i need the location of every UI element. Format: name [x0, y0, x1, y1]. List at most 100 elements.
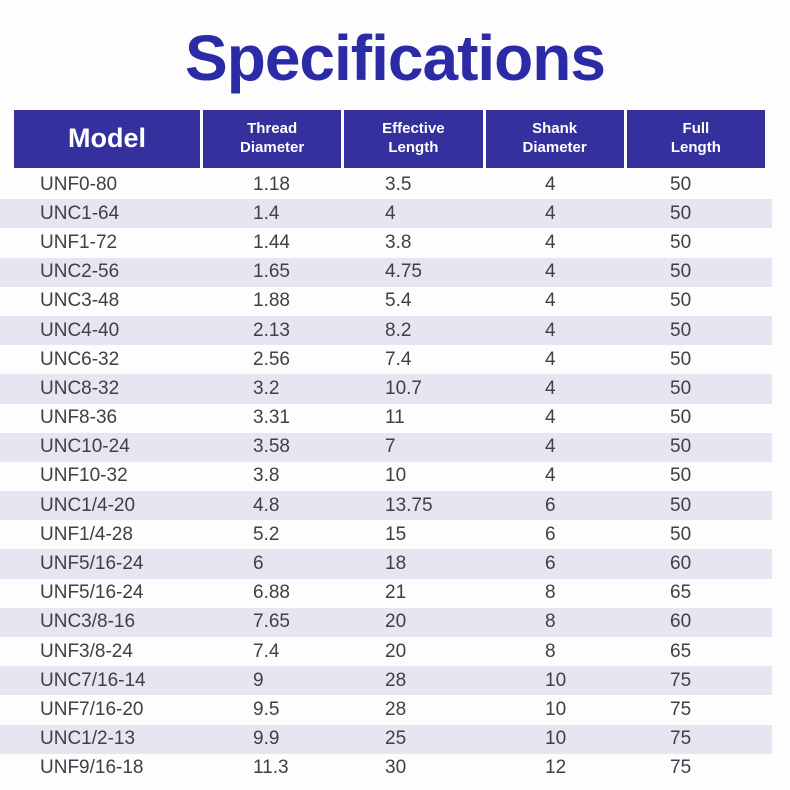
cell-model: UNC8-32 [40, 377, 120, 399]
cell-model: UNF9/16-18 [40, 757, 144, 779]
cell-model: UNF5/16-24 [40, 582, 144, 604]
cell-effective-length: 7.4 [385, 348, 412, 370]
cell-thread-diameter: 1.88 [253, 290, 290, 312]
cell-effective-length: 10 [385, 465, 407, 487]
cell-full-length: 60 [670, 553, 692, 575]
table-row: UNF0-80 1.18 3.5 4 50 [0, 170, 772, 199]
cell-full-length: 60 [670, 611, 692, 633]
column-header-full-length: Full Length [626, 110, 765, 168]
cell-model: UNC7/16-14 [40, 669, 146, 691]
table-row: UNC1-64 1.4 4 4 50 [0, 199, 772, 229]
cell-thread-diameter: 3.31 [253, 407, 290, 429]
cell-effective-length: 8.2 [385, 319, 412, 341]
cell-model: UNC3/8-16 [40, 611, 136, 633]
cell-thread-diameter: 6 [253, 553, 264, 575]
table-row: UNC4-40 2.13 8.2 4 50 [0, 315, 772, 346]
cell-thread-diameter: 6.88 [253, 582, 290, 604]
table-row: UNC2-56 1.65 4.75 4 50 [0, 257, 772, 287]
cell-thread-diameter: 5.2 [253, 523, 280, 545]
cell-thread-diameter: 9 [253, 669, 264, 691]
cell-effective-length: 20 [385, 611, 407, 633]
table-row: UNC3-48 1.88 5.4 4 50 [0, 287, 772, 316]
table-row: UNC6-32 2.56 7.4 4 50 [0, 345, 772, 374]
cell-shank-diameter: 4 [545, 407, 556, 429]
cell-thread-diameter: 7.4 [253, 640, 280, 662]
cell-full-length: 50 [670, 202, 692, 224]
cell-effective-length: 13.75 [385, 494, 433, 516]
cell-effective-length: 3.5 [385, 173, 412, 195]
cell-thread-diameter: 1.44 [253, 231, 290, 253]
cell-model: UNC4-40 [40, 319, 120, 341]
cell-shank-diameter: 4 [545, 436, 556, 458]
cell-shank-diameter: 10 [545, 728, 567, 750]
cell-thread-diameter: 9.9 [253, 728, 280, 750]
cell-shank-diameter: 6 [545, 494, 556, 516]
cell-model: UNF10-32 [40, 465, 128, 487]
cell-model: UNC3-48 [40, 290, 120, 312]
cell-model: UNF5/16-24 [40, 553, 144, 575]
table-row: UNC3/8-16 7.65 20 8 60 [0, 607, 772, 637]
column-header-shank-diameter: Shank Diameter [485, 110, 624, 168]
cell-full-length: 50 [670, 231, 692, 253]
cell-full-length: 50 [670, 377, 692, 399]
cell-model: UNF8-36 [40, 407, 118, 429]
table-header-row: Model Thread Diameter Effective Length S… [14, 110, 765, 168]
cell-shank-diameter: 4 [545, 348, 556, 370]
cell-thread-diameter: 3.58 [253, 436, 290, 458]
cell-full-length: 50 [670, 494, 692, 516]
cell-model: UNC10-24 [40, 436, 130, 458]
table-row: UNC7/16-14 9 28 10 75 [0, 666, 772, 696]
cell-full-length: 65 [670, 640, 692, 662]
cell-full-length: 50 [670, 173, 692, 195]
cell-model: UNC2-56 [40, 261, 120, 283]
cell-effective-length: 11 [385, 407, 405, 429]
cell-model: UNC1/4-20 [40, 494, 136, 516]
cell-shank-diameter: 4 [545, 231, 556, 253]
cell-effective-length: 28 [385, 698, 407, 720]
cell-shank-diameter: 4 [545, 319, 556, 341]
cell-full-length: 50 [670, 407, 692, 429]
cell-shank-diameter: 6 [545, 523, 556, 545]
cell-thread-diameter: 3.8 [253, 465, 280, 487]
cell-thread-diameter: 11.3 [253, 757, 289, 779]
column-header-model: Model [14, 110, 200, 168]
cell-model: UNF0-80 [40, 173, 118, 195]
cell-shank-diameter: 8 [545, 611, 556, 633]
table-row: UNF1/4-28 5.2 15 6 50 [0, 520, 772, 549]
cell-thread-diameter: 1.4 [253, 202, 280, 224]
table-row: UNC8-32 3.2 10.7 4 50 [0, 374, 772, 404]
cell-thread-diameter: 3.2 [253, 377, 280, 399]
cell-shank-diameter: 4 [545, 465, 556, 487]
table-row: UNC10-24 3.58 7 4 50 [0, 432, 772, 462]
column-header-effective-length: Effective Length [344, 110, 483, 168]
cell-effective-length: 5.4 [385, 290, 412, 312]
cell-effective-length: 28 [385, 669, 407, 691]
table-body: UNF0-80 1.18 3.5 4 50 UNC1-64 1.4 4 4 50… [0, 170, 772, 783]
column-header-thread-diameter: Thread Diameter [203, 110, 342, 168]
cell-full-length: 50 [670, 523, 692, 545]
table-row: UNF10-32 3.8 10 4 50 [0, 462, 772, 491]
cell-effective-length: 7 [385, 436, 396, 458]
cell-shank-diameter: 4 [545, 202, 556, 224]
cell-model: UNF1-72 [40, 231, 118, 253]
cell-effective-length: 10.7 [385, 377, 422, 399]
table-row: UNF5/16-24 6.88 21 8 65 [0, 579, 772, 608]
table-row: UNF5/16-24 6 18 6 60 [0, 549, 772, 579]
table-row: UNC1/4-20 4.8 13.75 6 50 [0, 491, 772, 521]
cell-effective-length: 21 [385, 582, 407, 604]
cell-effective-length: 4 [385, 202, 396, 224]
cell-effective-length: 3.8 [385, 231, 412, 253]
cell-full-length: 50 [670, 348, 692, 370]
cell-full-length: 75 [670, 757, 692, 779]
cell-full-length: 50 [670, 261, 692, 283]
cell-full-length: 75 [670, 728, 692, 750]
cell-model: UNF7/16-20 [40, 698, 144, 720]
page-title: Specifications [185, 22, 606, 94]
cell-thread-diameter: 4.8 [253, 494, 280, 516]
cell-full-length: 50 [670, 290, 692, 312]
cell-full-length: 65 [670, 582, 692, 604]
cell-effective-length: 15 [385, 523, 407, 545]
cell-effective-length: 18 [385, 553, 407, 575]
table-row: UNF3/8-24 7.4 20 8 65 [0, 637, 772, 666]
cell-effective-length: 30 [385, 757, 407, 779]
